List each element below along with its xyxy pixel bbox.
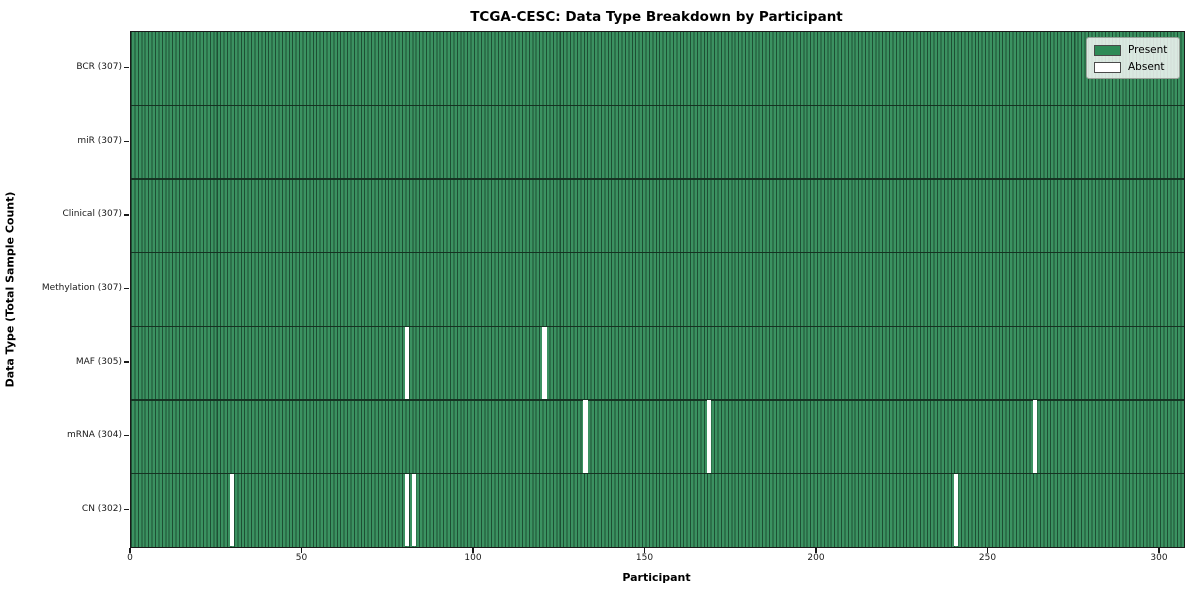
- row-separator: [131, 472, 1184, 475]
- y-tick-label: miR (307): [77, 135, 122, 146]
- x-tick-mark: [643, 547, 646, 553]
- y-tick-label: Clinical (307): [62, 209, 122, 220]
- legend-present-label: Present: [1128, 44, 1168, 56]
- legend-entry-absent: Absent: [1094, 61, 1172, 73]
- absent-gap: [1032, 400, 1037, 473]
- x-tick-label: 200: [807, 553, 825, 563]
- absent-gap: [542, 326, 547, 400]
- y-tick-label: BCR (307): [76, 62, 122, 73]
- x-tick-mark: [986, 547, 989, 553]
- y-tick-mark: [124, 435, 129, 437]
- row-separator: [131, 178, 1184, 180]
- y-tick-label: Methylation (307): [41, 283, 122, 293]
- x-tick-label: 250: [978, 553, 997, 563]
- x-tick-mark: [300, 547, 303, 553]
- y-tick-mark: [124, 361, 129, 363]
- absent-gap: [583, 400, 588, 473]
- x-tick-label: 0: [127, 553, 133, 563]
- row-separator: [131, 104, 1184, 107]
- row-separator: [131, 399, 1184, 401]
- legend-absent-swatch: [1094, 61, 1121, 73]
- x-tick-label: 100: [464, 553, 482, 563]
- absent-gap: [411, 474, 417, 547]
- row-separator: [131, 325, 1184, 327]
- row-separator: [131, 252, 1184, 254]
- legend-absent-label: Absent: [1128, 61, 1165, 73]
- y-tick-mark: [124, 140, 129, 142]
- absent-gap: [404, 326, 410, 400]
- y-tick-mark: [124, 287, 129, 290]
- heatmap-present-cells: [131, 32, 1184, 547]
- x-tick-mark: [1158, 547, 1160, 553]
- y-tick-label: CN (302): [81, 503, 122, 514]
- x-tick-label: 50: [295, 553, 308, 563]
- plot-area: [130, 31, 1185, 548]
- absent-gap: [404, 474, 410, 547]
- y-tick-mark: [124, 508, 129, 510]
- x-tick-label: 300: [1150, 553, 1168, 563]
- legend: Present Absent: [1086, 37, 1180, 79]
- x-tick-mark: [129, 547, 131, 553]
- legend-present-swatch: [1094, 44, 1121, 56]
- x-axis-label: Participant: [622, 571, 691, 584]
- absent-gap: [229, 474, 235, 547]
- y-tick-mark: [124, 214, 129, 216]
- y-tick-label: MAF (305): [75, 356, 122, 367]
- x-tick-mark: [815, 547, 817, 553]
- legend-entry-present: Present: [1094, 44, 1172, 56]
- x-tick-mark: [472, 547, 474, 553]
- y-tick-label: mRNA (304): [67, 430, 122, 441]
- absent-gap: [953, 474, 959, 547]
- y-tick-mark: [124, 67, 129, 69]
- chart-title: TCGA-CESC: Data Type Breakdown by Partic…: [470, 9, 843, 25]
- x-tick-label: 150: [635, 553, 654, 563]
- absent-gap: [706, 400, 712, 473]
